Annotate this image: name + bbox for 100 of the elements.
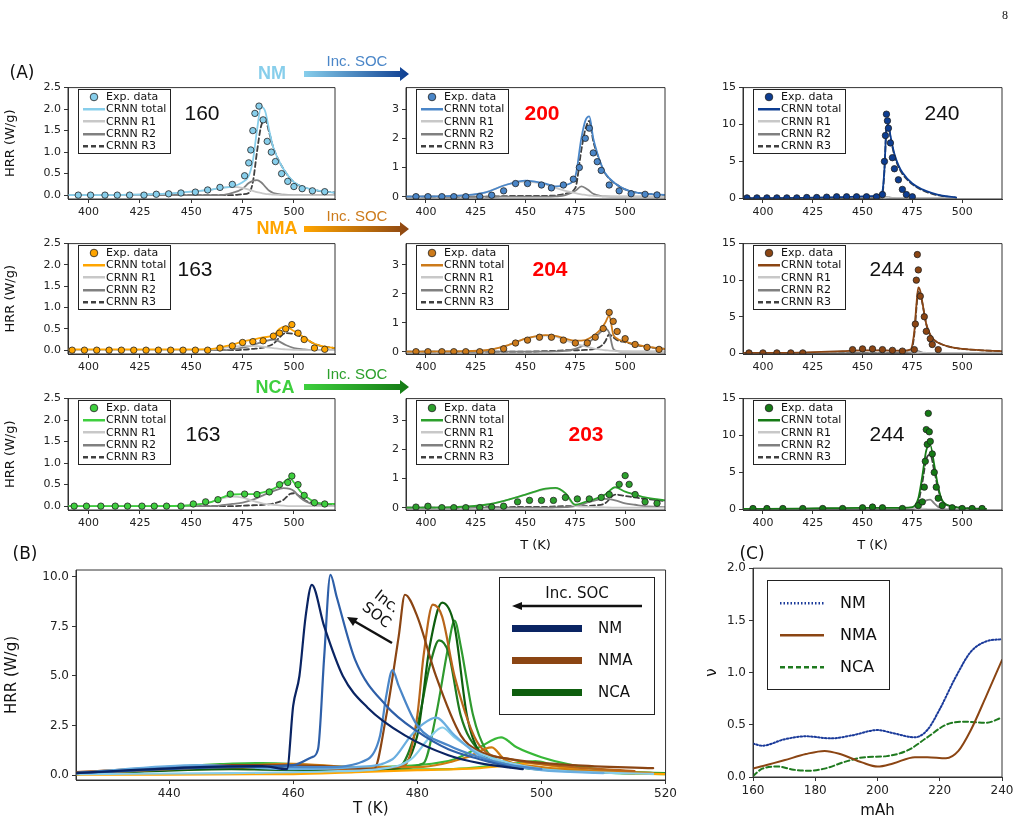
legend-label: CRNN R1 bbox=[106, 425, 156, 439]
x-tick-label: 425 bbox=[465, 360, 487, 374]
x-tick-label: 475 bbox=[232, 205, 254, 219]
x-tick-label: 500 bbox=[614, 205, 636, 219]
text: 8 bbox=[1002, 7, 1008, 23]
x-tick-label: 500 bbox=[283, 205, 305, 219]
x-tick-label: 500 bbox=[951, 360, 973, 374]
legend-label: CRNN R1 bbox=[444, 425, 494, 439]
x-tick-label: 500 bbox=[614, 516, 636, 530]
legend-label: CRNN R3 bbox=[444, 450, 494, 464]
legend-label: CRNN total bbox=[106, 258, 167, 272]
x-tick-label: 425 bbox=[802, 360, 824, 374]
text: NMA bbox=[256, 217, 298, 239]
text: NCA bbox=[255, 376, 295, 398]
legend-label: CRNN R3 bbox=[444, 295, 494, 309]
annotation: 240 bbox=[924, 101, 960, 125]
legend-label: CRNN total bbox=[781, 102, 842, 116]
y-tick-label: 0 bbox=[392, 189, 399, 203]
x-tick-label: 400 bbox=[78, 516, 100, 530]
x-tick-label: 400 bbox=[415, 205, 437, 219]
legend-label: Exp. data bbox=[444, 90, 497, 104]
y-axis-title: HRR (W/g) bbox=[2, 420, 18, 489]
x-tick-label: 475 bbox=[564, 205, 586, 219]
text: Inc. SOC bbox=[326, 364, 388, 382]
legend-title: Inc. SOC bbox=[544, 584, 610, 602]
annotation: 203 bbox=[568, 422, 604, 446]
y-tick-label: 1.0 bbox=[43, 455, 61, 469]
legend-label: CRNN total bbox=[444, 258, 505, 272]
x-tick-label: 500 bbox=[283, 516, 305, 530]
x-tick-label: 450 bbox=[515, 360, 537, 374]
x-tick-label: 400 bbox=[415, 516, 437, 530]
x-tick-label: 450 bbox=[515, 205, 537, 219]
y-tick-label: 2 bbox=[392, 286, 399, 300]
x-tick-label: 475 bbox=[564, 516, 586, 530]
y-tick-label: 0.0 bbox=[726, 769, 746, 784]
x-tick-label: 200 bbox=[866, 783, 889, 798]
legend-label: CRNN R1 bbox=[781, 425, 831, 439]
legend-label: NCA bbox=[598, 682, 630, 703]
y-tick-label: 10 bbox=[722, 117, 736, 131]
x-tick-label: 240 bbox=[990, 783, 1014, 798]
x-tick-label: 425 bbox=[802, 205, 824, 219]
y-tick-label: 1.5 bbox=[726, 612, 746, 627]
legend-label: CRNN R1 bbox=[781, 114, 831, 128]
x-tick-label: 475 bbox=[901, 205, 923, 219]
annotation: 163 bbox=[177, 257, 213, 281]
x-tick-label: 450 bbox=[180, 516, 202, 530]
legend-label: Exp. data bbox=[106, 246, 159, 260]
x-tick-label: 180 bbox=[803, 783, 827, 798]
y-tick-label: 0.0 bbox=[43, 343, 61, 357]
text: Inc. SOC bbox=[326, 206, 388, 224]
y-axis-title: HRR (W/g) bbox=[1, 635, 20, 715]
x-axis-title: T (K) bbox=[352, 798, 389, 817]
x-tick-label: 425 bbox=[465, 205, 487, 219]
x-tick-label: 520 bbox=[654, 786, 677, 801]
legend-label: CRNN total bbox=[781, 413, 842, 427]
y-tick-label: 2 bbox=[392, 131, 399, 145]
x-tick-label: 500 bbox=[614, 360, 636, 374]
x-tick-label: 450 bbox=[515, 516, 537, 530]
annotation: 204 bbox=[532, 257, 568, 281]
y-tick-label: 1 bbox=[392, 471, 399, 485]
legend-label: Exp. data bbox=[781, 246, 834, 260]
legend-label: NCA bbox=[840, 656, 875, 678]
x-tick-label: 400 bbox=[78, 360, 100, 374]
x-tick-label: 500 bbox=[283, 360, 305, 374]
legend-label: NM bbox=[598, 618, 623, 639]
x-tick-label: 160 bbox=[741, 783, 765, 798]
x-tick-label: 475 bbox=[232, 360, 254, 374]
y-tick-label: 2 bbox=[392, 442, 399, 456]
y-tick-label: 2.0 bbox=[43, 257, 61, 271]
y-tick-label: 10 bbox=[722, 273, 736, 287]
x-tick-label: 475 bbox=[901, 360, 923, 374]
x-tick-label: 500 bbox=[951, 516, 973, 530]
legend-label: Exp. data bbox=[781, 90, 834, 104]
y-tick-label: 0 bbox=[729, 191, 736, 205]
legend-label: CRNN R2 bbox=[106, 126, 156, 141]
y-tick-label: 0.0 bbox=[49, 767, 69, 782]
legend-label: CRNN R2 bbox=[444, 282, 494, 297]
x-tick-label: 425 bbox=[129, 360, 151, 374]
y-tick-label: 1.0 bbox=[43, 300, 61, 314]
legend-label: NM bbox=[840, 592, 866, 614]
y-tick-label: 1.5 bbox=[43, 434, 61, 448]
y-tick-label: 0.5 bbox=[43, 166, 61, 180]
y-tick-label: 0.0 bbox=[43, 498, 61, 512]
y-tick-label: 0 bbox=[392, 500, 399, 514]
x-tick-label: 475 bbox=[232, 516, 254, 530]
y-tick-label: 7.5 bbox=[49, 618, 69, 633]
x-tick-label: 450 bbox=[852, 360, 874, 374]
legend-label: CRNN R3 bbox=[444, 139, 494, 153]
annotation: 244 bbox=[869, 257, 905, 281]
y-tick-label: 15 bbox=[722, 236, 736, 250]
x-tick-label: 480 bbox=[405, 786, 429, 801]
y-axis-title: HRR (W/g) bbox=[2, 109, 18, 178]
legend-label: CRNN R1 bbox=[781, 270, 831, 284]
legend-label: CRNN R3 bbox=[106, 295, 156, 309]
x-tick-label: 500 bbox=[951, 205, 973, 219]
y-tick-label: 10.0 bbox=[42, 569, 69, 584]
y-tick-label: 5.0 bbox=[49, 668, 69, 683]
y-tick-label: 3 bbox=[392, 257, 399, 271]
y-tick-label: 15 bbox=[722, 391, 736, 405]
y-tick-label: 2.5 bbox=[43, 80, 61, 94]
